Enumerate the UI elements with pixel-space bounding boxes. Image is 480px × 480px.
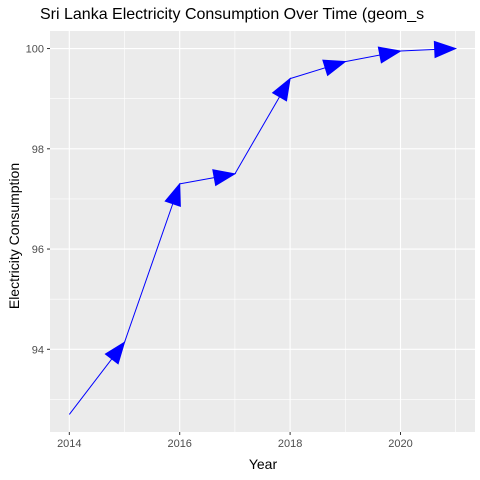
y-tick-label: 94 xyxy=(32,344,44,356)
series-segment xyxy=(124,183,181,343)
chart-title: Sri Lanka Electricity Consumption Over T… xyxy=(40,6,424,23)
series-arrowhead xyxy=(164,182,181,208)
series-arrowhead xyxy=(322,59,347,77)
axis-ticks: 2014 2016 2018 2020 94 96 98 100 xyxy=(26,44,413,450)
series-arrowhead xyxy=(212,169,237,187)
grid-lines xyxy=(50,31,475,432)
x-axis-title: Year xyxy=(249,456,278,472)
y-tick-label: 96 xyxy=(32,244,44,256)
series-arrowheads xyxy=(104,40,458,365)
x-tick-label: 2014 xyxy=(57,438,81,450)
series-arrowhead xyxy=(271,77,291,102)
series-arrowhead xyxy=(104,341,126,365)
plot-panel xyxy=(50,31,475,432)
x-tick-label: 2018 xyxy=(278,438,302,450)
y-axis-title: Electricity Consumption xyxy=(6,163,22,309)
x-tick-label: 2016 xyxy=(167,438,191,450)
series-arrowhead xyxy=(377,46,402,64)
y-tick-label: 100 xyxy=(26,44,44,56)
x-tick-label: 2020 xyxy=(388,438,412,450)
series-arrowhead xyxy=(433,40,458,59)
y-tick-label: 98 xyxy=(32,144,44,156)
